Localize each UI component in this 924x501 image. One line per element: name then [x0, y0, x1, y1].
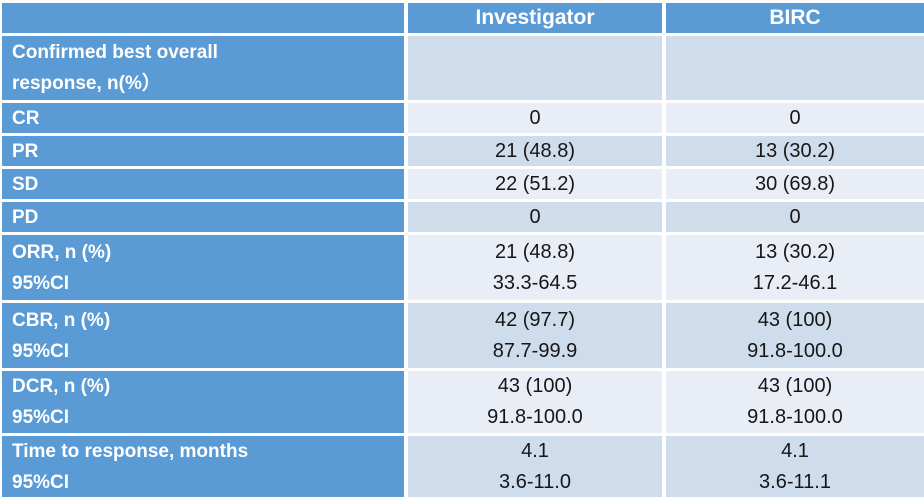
cell-value: 13 (30.2) — [754, 139, 836, 162]
cell-value: 33.3-64.5 — [492, 271, 578, 294]
cell-value: 0 — [789, 106, 801, 129]
cell-value: 3.6-11.0 — [499, 470, 571, 493]
table-row: CR 0 0 — [2, 103, 924, 133]
investigator-cell: 21 (48.8) 33.3-64.5 — [408, 235, 662, 300]
table-header-row: Investigator BIRC — [2, 3, 924, 33]
cell-value: 91.8-100.0 — [747, 339, 843, 362]
cell-value: 91.8-100.0 — [747, 406, 843, 428]
row-label-line: Time to response, months — [12, 440, 249, 462]
birc-cell: 0 — [666, 103, 924, 133]
investigator-cell: 0 — [408, 202, 662, 232]
cell-value: 0 — [789, 205, 801, 228]
table-row: Time to response, months 95%CI 4.1 3.6-1… — [2, 436, 924, 497]
cell-value: 30 (69.8) — [754, 172, 836, 195]
cell-value: 0 — [529, 205, 541, 228]
investigator-cell: 42 (97.7) 87.7-99.9 — [408, 303, 662, 368]
cell-value: 43 (100) — [757, 308, 833, 331]
birc-cell — [666, 36, 924, 100]
birc-cell: 43 (100) 91.8-100.0 — [666, 371, 924, 433]
table-row: CBR, n (%) 95%CI 42 (97.7) 87.7-99.9 43 … — [2, 303, 924, 368]
row-label: PR — [2, 136, 404, 166]
row-label-line: PR — [12, 140, 39, 162]
row-label: DCR, n (%) 95%CI — [2, 371, 404, 433]
table-row: ORR, n (%) 95%CI 21 (48.8) 33.3-64.5 13 … — [2, 235, 924, 300]
cell-value: 4.1 — [521, 439, 549, 462]
corner-cell — [2, 3, 404, 33]
table-row: PR 21 (48.8) 13 (30.2) — [2, 136, 924, 166]
row-label: CR — [2, 103, 404, 133]
row-label: Time to response, months 95%CI — [2, 436, 404, 497]
birc-cell: 43 (100) 91.8-100.0 — [666, 303, 924, 368]
row-label-line: Confirmed best overall — [12, 42, 218, 63]
row-label: CBR, n (%) 95%CI — [2, 303, 404, 368]
row-label-line: ORR, n (%) — [12, 241, 112, 263]
cell-value: 17.2-46.1 — [752, 271, 838, 294]
row-label-line: 95%CI — [12, 407, 70, 428]
row-label-line: response, n(%） — [12, 73, 161, 94]
row-label: Confirmed best overall response, n(%） — [2, 36, 404, 100]
cell-value: 43 (100) — [757, 375, 833, 397]
investigator-cell: 4.1 3.6-11.0 — [408, 436, 662, 497]
birc-cell: 0 — [666, 202, 924, 232]
birc-cell: 13 (30.2) — [666, 136, 924, 166]
cell-value: 4.1 — [781, 439, 809, 462]
cell-value: 43 (100) — [497, 375, 573, 397]
row-label-line: 95%CI — [12, 340, 70, 362]
column-header-birc: BIRC — [666, 3, 924, 33]
row-label-line: PD — [12, 206, 39, 228]
row-label: ORR, n (%) 95%CI — [2, 235, 404, 300]
cell-value: 0 — [529, 106, 541, 129]
cell-value: 42 (97.7) — [494, 308, 576, 331]
row-label-line: CR — [12, 107, 40, 129]
investigator-cell: 0 — [408, 103, 662, 133]
table-row: Confirmed best overall response, n(%） — [2, 36, 924, 100]
birc-cell: 13 (30.2) 17.2-46.1 — [666, 235, 924, 300]
cell-value: 21 (48.8) — [494, 240, 576, 263]
row-label-line: 95%CI — [12, 272, 70, 294]
cell-value: 87.7-99.9 — [492, 339, 578, 362]
birc-cell: 4.1 3.6-11.1 — [666, 436, 924, 497]
table-row: SD 22 (51.2) 30 (69.8) — [2, 169, 924, 199]
table-row: PD 0 0 — [2, 202, 924, 232]
row-label: SD — [2, 169, 404, 199]
cell-value: 91.8-100.0 — [487, 406, 583, 428]
investigator-cell: 43 (100) 91.8-100.0 — [408, 371, 662, 433]
table-row: DCR, n (%) 95%CI 43 (100) 91.8-100.0 43 … — [2, 371, 924, 433]
row-label-line: SD — [12, 173, 39, 195]
row-label-line: DCR, n (%) — [12, 376, 111, 397]
birc-cell: 30 (69.8) — [666, 169, 924, 199]
cell-value: 22 (51.2) — [494, 172, 576, 195]
row-label-line: CBR, n (%) — [12, 309, 111, 331]
row-label: PD — [2, 202, 404, 232]
cell-value: 3.6-11.1 — [759, 470, 831, 493]
row-label-line: 95%CI — [12, 471, 70, 493]
cell-value: 13 (30.2) — [754, 240, 836, 263]
cell-value: 21 (48.8) — [494, 139, 576, 162]
column-header-investigator: Investigator — [408, 3, 662, 33]
investigator-cell — [408, 36, 662, 100]
investigator-cell: 21 (48.8) — [408, 136, 662, 166]
investigator-cell: 22 (51.2) — [408, 169, 662, 199]
